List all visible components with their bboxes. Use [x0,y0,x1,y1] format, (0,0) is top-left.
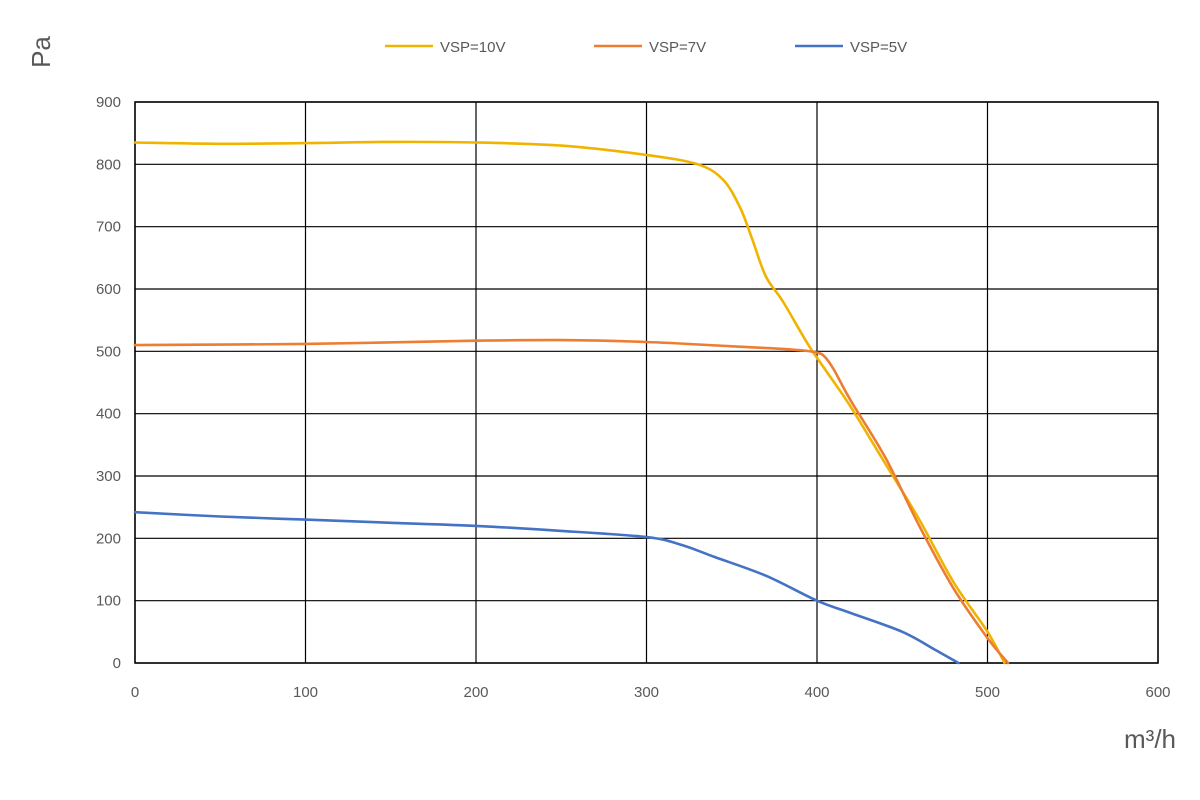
y-tick-label: 0 [113,655,121,672]
y-tick-label: 100 [96,593,121,610]
x-axis-title: m³/h [1124,724,1176,754]
legend-label: VSP=10V [440,39,505,56]
grid [134,101,1159,664]
legend-item-vsp-7v: VSP=7V [594,39,706,56]
series-line-vsp-7v [133,338,1010,665]
x-tick-label: 600 [1145,684,1170,701]
legend: VSP=10V VSP=7V VSP=5V [385,39,907,56]
y-tick-label: 900 [96,94,121,111]
legend-item-vsp-10v: VSP=10V [385,39,505,56]
plot-border [134,101,1159,664]
x-tick-label: 0 [131,684,139,701]
y-tick-label: 600 [96,281,121,298]
y-tick-label: 700 [96,219,121,236]
legend-label: VSP=5V [850,39,907,56]
y-tick-label: 200 [96,530,121,547]
y-tick-label: 400 [96,406,121,423]
x-tick-label: 100 [293,684,318,701]
legend-label: VSP=7V [649,39,706,56]
y-axis-title: Pa [26,36,56,68]
series-line-vsp-5v [133,510,960,665]
x-axis-ticks: 0 100 200 300 400 500 600 [131,684,1171,701]
series-line-vsp-10v [133,140,1006,665]
legend-item-vsp-5v: VSP=5V [795,39,907,56]
y-tick-label: 800 [96,156,121,173]
y-tick-label: 500 [96,343,121,360]
x-tick-label: 300 [634,684,659,701]
y-tick-label: 300 [96,468,121,485]
x-tick-label: 400 [804,684,829,701]
plot-frame [134,101,1159,664]
x-tick-label: 200 [463,684,488,701]
series-lines [133,140,1010,665]
y-axis-ticks: 0 100 200 300 400 500 600 700 800 900 [96,94,121,672]
x-tick-label: 500 [975,684,1000,701]
